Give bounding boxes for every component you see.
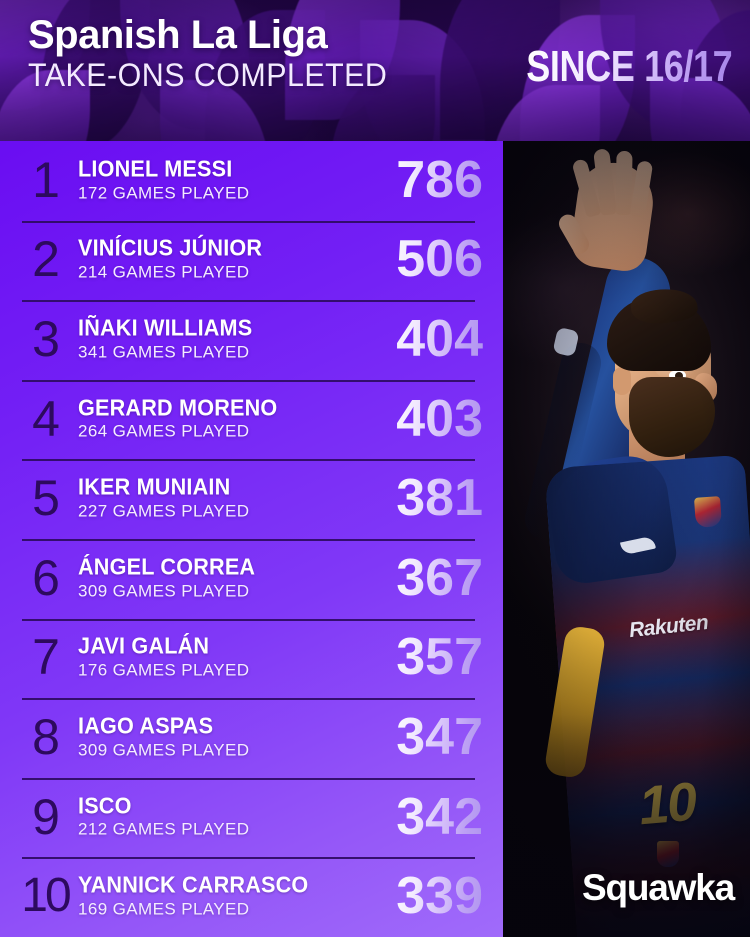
- table-row: 7 JAVI GALÁN 176 GAMES PLAYED 357: [0, 618, 503, 699]
- ranking-rows: 1 LIONEL MESSI 172 GAMES PLAYED 786 2 VINÍCIU…: [0, 141, 503, 937]
- player-photo-panel: Rakuten 10 Squawka: [503, 141, 750, 937]
- rank-number: 4: [32, 390, 60, 447]
- games-played-label: 227 GAMES PLAYED: [78, 501, 250, 521]
- table-row: 2 VINÍCIUS JÚNIOR 214 GAMES PLAYED 506: [0, 220, 503, 301]
- page-title: Spanish La Liga: [28, 13, 328, 57]
- stat-value: 347: [396, 707, 483, 766]
- player-info: YANNICK CARRASCO 169 GAMES PLAYED: [78, 871, 323, 922]
- games-played-label: 169 GAMES PLAYED: [78, 899, 250, 919]
- player-info: IAGO ASPAS 309 GAMES PLAYED: [78, 712, 250, 763]
- stat-value: 339: [396, 867, 483, 926]
- rank-number: 6: [32, 549, 60, 606]
- player-info: ISCO 212 GAMES PLAYED: [78, 792, 250, 842]
- player-info: IÑAKI WILLIAMS 341 GAMES PLAYED: [78, 314, 264, 365]
- games-played-label: 172 GAMES PLAYED: [78, 183, 250, 203]
- photo-vignette: [503, 141, 750, 937]
- table-row: 3 IÑAKI WILLIAMS 341 GAMES PLAYED 404: [0, 300, 503, 380]
- stat-value: 506: [396, 230, 483, 289]
- stat-value: 381: [396, 469, 483, 528]
- rank-number: 10: [21, 869, 71, 923]
- games-played-label: 309 GAMES PLAYED: [78, 740, 250, 760]
- table-row: 5 IKER MUNIAIN 227 GAMES PLAYED 381: [0, 459, 503, 539]
- rank-number: 1: [32, 151, 60, 208]
- games-played-label: 214 GAMES PLAYED: [78, 262, 250, 282]
- header-titles: Spanish La Liga TAKE-ONS COMPLETED: [28, 13, 406, 95]
- player-name: VINÍCIUS JÚNIOR: [78, 235, 263, 262]
- player-info: JAVI GALÁN 176 GAMES PLAYED: [78, 633, 250, 683]
- stat-value: 342: [396, 787, 483, 846]
- player-name: JAVI GALÁN: [78, 633, 210, 660]
- player-name: GERARD MORENO: [78, 394, 278, 421]
- player-name: IKER MUNIAIN: [78, 473, 231, 500]
- games-played-label: 176 GAMES PLAYED: [78, 660, 250, 680]
- header-pattern: [0, 0, 750, 141]
- games-played-label: 341 GAMES PLAYED: [78, 342, 250, 362]
- rank-number: 8: [32, 708, 60, 765]
- player-name: LIONEL MESSI: [78, 155, 233, 182]
- header-overlay: [0, 0, 750, 141]
- stat-value: 357: [396, 628, 483, 687]
- player-info: LIONEL MESSI 172 GAMES PLAYED: [78, 156, 249, 205]
- player-name: IÑAKI WILLIAMS: [78, 314, 253, 341]
- table-row: 1 LIONEL MESSI 172 GAMES PLAYED 786: [0, 141, 503, 221]
- table-row: 10 YANNICK CARRASCO 169 GAMES PLAYED 339: [0, 857, 503, 937]
- ranking-list-panel: 1 LIONEL MESSI 172 GAMES PLAYED 786 2 VINÍCIU…: [0, 141, 503, 937]
- squawka-logo: Squawka: [582, 867, 735, 908]
- games-played-label: 264 GAMES PLAYED: [78, 421, 250, 441]
- table-row: 8 IAGO ASPAS 309 GAMES PLAYED 347: [0, 698, 503, 778]
- player-info: VINÍCIUS JÚNIOR 214 GAMES PLAYED: [78, 235, 274, 285]
- table-row: 4 GERARD MORENO 264 GAMES PLAYED 403: [0, 379, 503, 460]
- player-name: YANNICK CARRASCO: [78, 871, 309, 898]
- stat-value: 403: [396, 389, 483, 448]
- player-name: ÁNGEL CORREA: [78, 553, 256, 580]
- stat-value: 404: [396, 309, 483, 368]
- rank-number: 3: [32, 310, 60, 367]
- games-played-label: 309 GAMES PLAYED: [78, 581, 250, 601]
- header-banner: Spanish La Liga TAKE-ONS COMPLETED SINCE…: [0, 0, 750, 141]
- player-info: GERARD MORENO 264 GAMES PLAYED: [78, 394, 290, 444]
- player-name: IAGO ASPAS: [78, 712, 214, 739]
- player-info: ÁNGEL CORREA 309 GAMES PLAYED: [78, 554, 267, 603]
- rank-number: 2: [32, 231, 60, 288]
- stat-value: 367: [396, 548, 483, 607]
- player-info: IKER MUNIAIN 227 GAMES PLAYED: [78, 473, 250, 524]
- games-played-label: 212 GAMES PLAYED: [78, 819, 250, 839]
- table-row: 6 ÁNGEL CORREA 309 GAMES PLAYED 367: [0, 538, 503, 619]
- rank-number: 5: [32, 470, 60, 527]
- table-row: 9 ISCO 212 GAMES PLAYED 342: [0, 777, 503, 858]
- player-name: ISCO: [78, 792, 132, 819]
- stat-value: 786: [396, 150, 483, 209]
- page-subtitle: TAKE-ONS COMPLETED: [28, 57, 388, 94]
- rank-number: 9: [32, 788, 60, 845]
- rank-number: 7: [32, 629, 60, 686]
- since-label: SINCE 16/17: [525, 42, 732, 91]
